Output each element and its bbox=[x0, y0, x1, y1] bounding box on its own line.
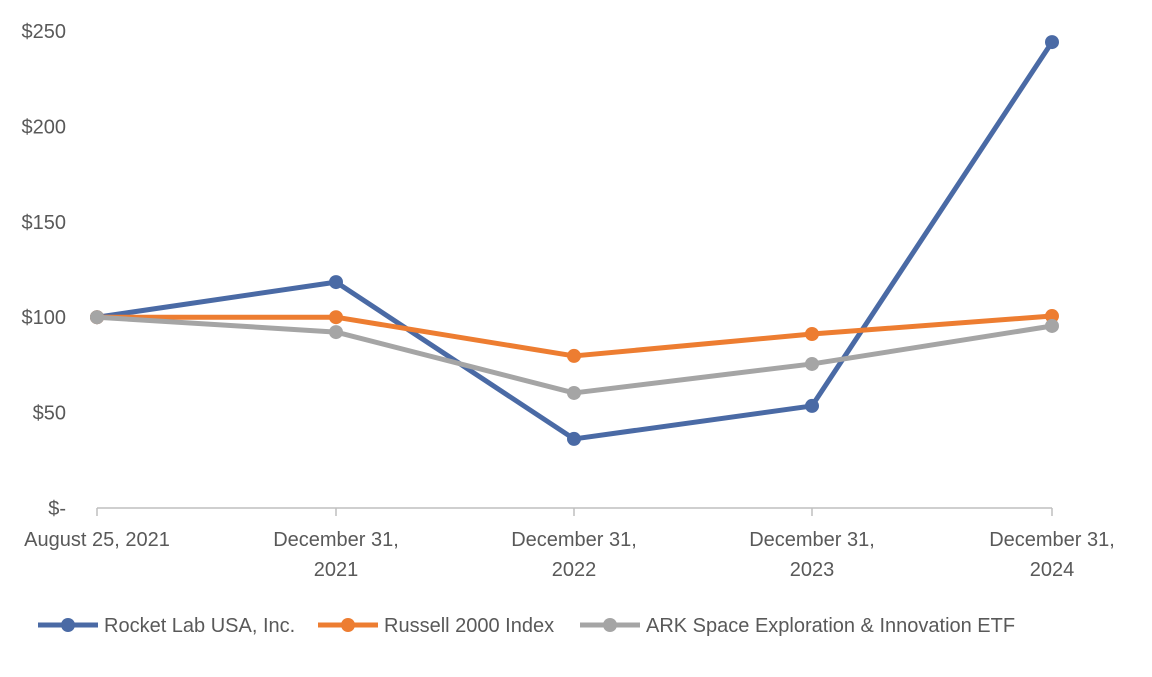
legend-swatch-marker bbox=[603, 618, 617, 632]
x-tick-label: December 31, bbox=[989, 529, 1115, 551]
legend-swatch-marker bbox=[341, 618, 355, 632]
y-tick-label: $- bbox=[48, 498, 66, 520]
y-tick-label: $150 bbox=[22, 212, 67, 234]
x-tick-label: December 31, bbox=[511, 529, 637, 551]
series-line bbox=[96, 40, 1055, 442]
data-point bbox=[329, 325, 343, 340]
y-tick-label: $100 bbox=[22, 307, 67, 329]
data-point bbox=[90, 310, 104, 325]
legend-label: Rocket Lab USA, Inc. bbox=[104, 615, 295, 637]
data-point bbox=[329, 310, 343, 325]
data-point bbox=[1045, 35, 1059, 50]
data-point bbox=[567, 348, 581, 363]
x-tick-label: 2023 bbox=[790, 559, 835, 581]
x-tick-label: 2024 bbox=[1030, 559, 1075, 581]
data-point bbox=[1045, 318, 1059, 333]
legend-label: Russell 2000 Index bbox=[384, 615, 554, 637]
x-tick-label: August 25, 2021 bbox=[24, 529, 170, 551]
data-point bbox=[567, 385, 581, 400]
x-tick-label: December 31, bbox=[273, 529, 399, 551]
data-point bbox=[805, 356, 819, 371]
x-tick-label: December 31, bbox=[749, 529, 875, 551]
legend-swatch-marker bbox=[61, 618, 75, 632]
x-tick-label: 2022 bbox=[552, 559, 597, 581]
data-point bbox=[329, 275, 343, 290]
legend-label: ARK Space Exploration & Innovation ETF bbox=[646, 615, 1015, 637]
y-tick-label: $200 bbox=[22, 116, 67, 138]
x-tick-label: 2021 bbox=[314, 559, 359, 581]
data-point bbox=[805, 326, 819, 341]
data-point bbox=[805, 398, 819, 413]
y-tick-label: $250 bbox=[22, 21, 67, 43]
data-point bbox=[567, 431, 581, 446]
data-point bbox=[1045, 309, 1059, 324]
y-tick-label: $50 bbox=[33, 403, 66, 425]
